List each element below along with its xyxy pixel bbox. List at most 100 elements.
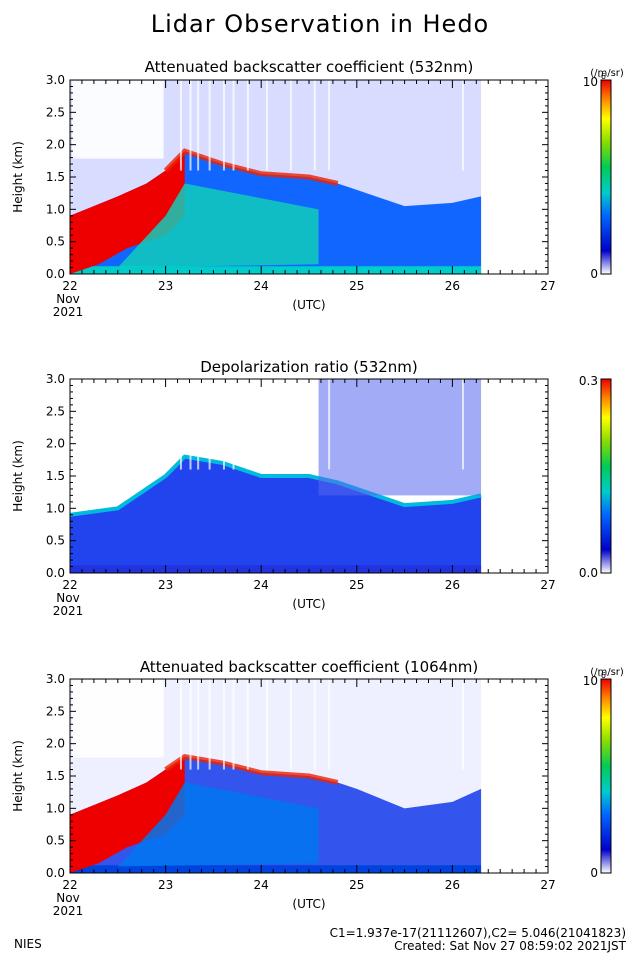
colorbar-max-label: 10 bbox=[583, 75, 598, 89]
strong-return-region bbox=[70, 151, 185, 274]
clear-upper bbox=[72, 81, 164, 159]
colorbar: 0.3 0.0 bbox=[579, 374, 612, 580]
heatmap-bs532 bbox=[70, 80, 482, 274]
colorbar: 10 -6 0 (/m/sr) bbox=[583, 68, 624, 281]
streak-1 bbox=[189, 379, 192, 470]
streak-0 bbox=[179, 379, 182, 470]
x-tick-label: 26 bbox=[445, 578, 460, 592]
x-tick-label: 22 bbox=[62, 878, 77, 892]
x-tick-label: 22 bbox=[62, 279, 77, 293]
streak-1 bbox=[189, 80, 192, 171]
streak-11 bbox=[461, 379, 464, 470]
streak-2 bbox=[197, 679, 200, 770]
streak-9 bbox=[313, 80, 316, 171]
streak-5 bbox=[232, 80, 235, 171]
y-tick-label: 1.0 bbox=[46, 501, 65, 515]
noise-region bbox=[318, 379, 482, 496]
y-tick-label: 2.5 bbox=[46, 704, 65, 718]
x-year-label: 2021 bbox=[53, 604, 84, 618]
x-tick-label: 26 bbox=[445, 878, 460, 892]
y-axis-label: Height (km) bbox=[11, 440, 25, 511]
colorbar-unit: (/m/sr) bbox=[590, 68, 624, 79]
x-tick-label: 22 bbox=[62, 578, 77, 592]
colorbar-min-label: 0 bbox=[590, 866, 598, 880]
chart-title: Depolarization ratio (532nm) bbox=[200, 358, 418, 376]
clear-upper bbox=[72, 680, 164, 758]
y-axis-label: Height (km) bbox=[11, 141, 25, 212]
y-tick-label: 1.0 bbox=[46, 801, 65, 815]
y-tick-label: 0.0 bbox=[46, 267, 65, 281]
x-tick-label: 24 bbox=[254, 878, 269, 892]
streak-2 bbox=[197, 80, 200, 171]
streak-11 bbox=[461, 679, 464, 770]
streak-4 bbox=[222, 379, 225, 470]
colorbar-scale bbox=[600, 678, 612, 874]
strong-return-region bbox=[70, 756, 185, 873]
depol-edge-line bbox=[69, 454, 482, 517]
y-tick-label: 0.5 bbox=[46, 534, 65, 548]
colorbar-exponent: -6 bbox=[598, 72, 606, 81]
streak-8 bbox=[289, 679, 292, 770]
x-year-label: 2021 bbox=[53, 305, 84, 319]
streak-6 bbox=[246, 679, 249, 770]
streak-4 bbox=[222, 679, 225, 770]
y-tick-label: 1.5 bbox=[46, 170, 65, 184]
heatmap-depol bbox=[69, 379, 482, 573]
x-tick-label: 23 bbox=[158, 279, 173, 293]
streak-1 bbox=[189, 679, 192, 770]
heatmap-bs1064 bbox=[70, 679, 482, 873]
y-axis-label: Height (km) bbox=[11, 740, 25, 811]
streak-9 bbox=[313, 679, 316, 770]
x-year-label: 2021 bbox=[53, 904, 84, 918]
chart-title: Attenuated backscatter coefficient (532n… bbox=[145, 58, 474, 76]
aerosol-wedge bbox=[117, 183, 319, 268]
y-tick-label: 0.0 bbox=[46, 866, 65, 880]
streak-8 bbox=[289, 80, 292, 171]
y-tick-label: 2.0 bbox=[46, 138, 65, 152]
colorbar-min-label: 0.0 bbox=[579, 566, 598, 580]
x-month-label: Nov bbox=[56, 591, 79, 605]
x-axis-label: (UTC) bbox=[292, 597, 325, 611]
colorbar-scale bbox=[600, 378, 612, 574]
streak-7 bbox=[265, 679, 268, 770]
colorbar: 10 -6 0 (/m/sr) bbox=[583, 667, 624, 880]
streak-7 bbox=[265, 80, 268, 171]
chart-title: Attenuated backscatter coefficient (1064… bbox=[140, 658, 478, 676]
colorbar-max-label: 10 bbox=[583, 674, 598, 688]
streak-10 bbox=[328, 379, 331, 470]
y-tick-label: 1.5 bbox=[46, 469, 65, 483]
x-tick-label: 25 bbox=[349, 279, 364, 293]
page-title: Lidar Observation in Hedo bbox=[150, 10, 490, 38]
streak-8 bbox=[289, 379, 292, 470]
panel-1: Depolarization ratio (532nm) 0.0 0.5 1.0 1.5… bbox=[11, 358, 612, 618]
colorbar-unit: (/m/sr) bbox=[590, 667, 624, 678]
surface-layer bbox=[70, 865, 482, 873]
colorbar-min-label: 0 bbox=[590, 267, 598, 281]
x-tick-label: 23 bbox=[158, 878, 173, 892]
x-tick-label: 24 bbox=[254, 578, 269, 592]
y-tick-label: 2.0 bbox=[46, 437, 65, 451]
org-label: NIES bbox=[14, 937, 42, 951]
streak-2 bbox=[197, 379, 200, 470]
streak-5 bbox=[232, 379, 235, 470]
streak-9 bbox=[313, 379, 316, 470]
colorbar-exponent: -6 bbox=[598, 671, 606, 680]
aerosol-wedge bbox=[117, 782, 319, 867]
x-tick-label: 23 bbox=[158, 578, 173, 592]
streak-10 bbox=[328, 80, 331, 171]
x-month-label: Nov bbox=[56, 292, 79, 306]
streak-11 bbox=[461, 80, 464, 171]
x-month-label: Nov bbox=[56, 891, 79, 905]
x-tick-label: 27 bbox=[540, 279, 555, 293]
constants-label: C1=1.937e-17(21112607),C2= 5.046(2104182… bbox=[329, 926, 626, 940]
y-tick-label: 1.0 bbox=[46, 202, 65, 216]
x-tick-label: 24 bbox=[254, 279, 269, 293]
streak-7 bbox=[265, 379, 268, 470]
panel-0: Attenuated backscatter coefficient (532n… bbox=[11, 58, 624, 319]
streak-6 bbox=[246, 80, 249, 171]
x-tick-label: 25 bbox=[349, 878, 364, 892]
x-tick-label: 25 bbox=[349, 578, 364, 592]
x-tick-label: 27 bbox=[540, 878, 555, 892]
y-tick-label: 1.5 bbox=[46, 769, 65, 783]
